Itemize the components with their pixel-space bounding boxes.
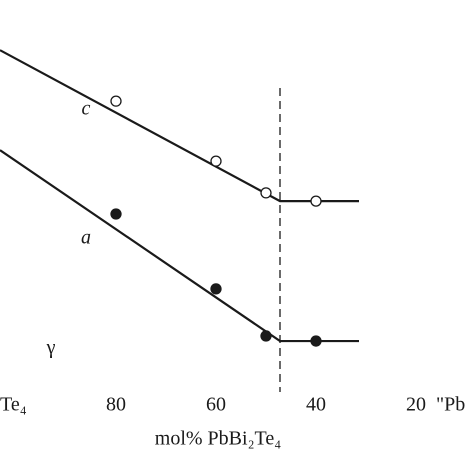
point [310,195,322,207]
fit-line [0,149,359,343]
end-label: "Pb [436,394,465,416]
x-axis-label: mol% PbBi₂Te₄ [155,428,281,450]
fit-line [0,49,359,203]
point [210,283,222,295]
point [260,330,272,342]
point [210,155,222,167]
point [260,187,272,199]
annotation: c [82,97,91,119]
point [310,335,322,347]
annotation: γ [46,336,56,358]
x-tick-label: 60 [206,394,226,416]
point [110,208,122,220]
x-tick-label: 20 [406,394,426,416]
point [110,95,122,107]
end-label: Te₄ [0,394,27,416]
x-tick-label: 40 [306,394,326,416]
x-tick-label: 80 [106,394,126,416]
annotation: a [81,227,91,249]
